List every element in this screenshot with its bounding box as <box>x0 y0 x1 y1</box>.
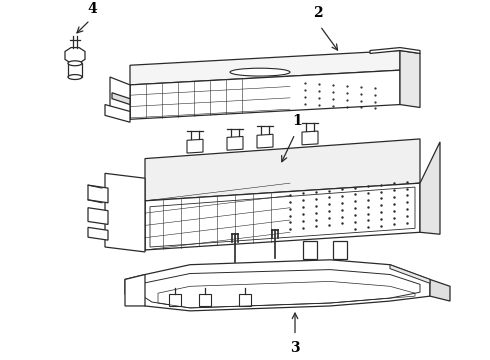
Text: 3: 3 <box>290 341 300 355</box>
Polygon shape <box>125 260 430 311</box>
Polygon shape <box>105 104 130 122</box>
Polygon shape <box>302 131 318 145</box>
Polygon shape <box>145 139 420 201</box>
Polygon shape <box>88 228 108 240</box>
Polygon shape <box>145 183 420 250</box>
Ellipse shape <box>230 68 290 76</box>
Polygon shape <box>65 48 85 63</box>
Polygon shape <box>88 208 108 224</box>
Polygon shape <box>420 142 440 234</box>
Polygon shape <box>370 48 420 54</box>
Polygon shape <box>112 93 130 104</box>
Text: 1: 1 <box>292 114 302 128</box>
Polygon shape <box>239 294 251 306</box>
Text: 2: 2 <box>313 6 323 20</box>
Polygon shape <box>88 185 108 203</box>
Ellipse shape <box>68 61 82 66</box>
Polygon shape <box>199 294 211 306</box>
Polygon shape <box>68 63 82 77</box>
Polygon shape <box>130 50 400 85</box>
Polygon shape <box>333 241 347 259</box>
Polygon shape <box>110 77 130 119</box>
Text: 4: 4 <box>87 2 97 16</box>
Ellipse shape <box>68 75 82 80</box>
Polygon shape <box>257 134 273 148</box>
Polygon shape <box>125 275 145 306</box>
Polygon shape <box>227 136 243 150</box>
Polygon shape <box>169 294 181 306</box>
Polygon shape <box>105 173 145 252</box>
Polygon shape <box>130 70 400 119</box>
Polygon shape <box>400 50 420 108</box>
Polygon shape <box>430 279 450 301</box>
Polygon shape <box>390 265 430 283</box>
Polygon shape <box>187 139 203 153</box>
Polygon shape <box>303 241 317 259</box>
